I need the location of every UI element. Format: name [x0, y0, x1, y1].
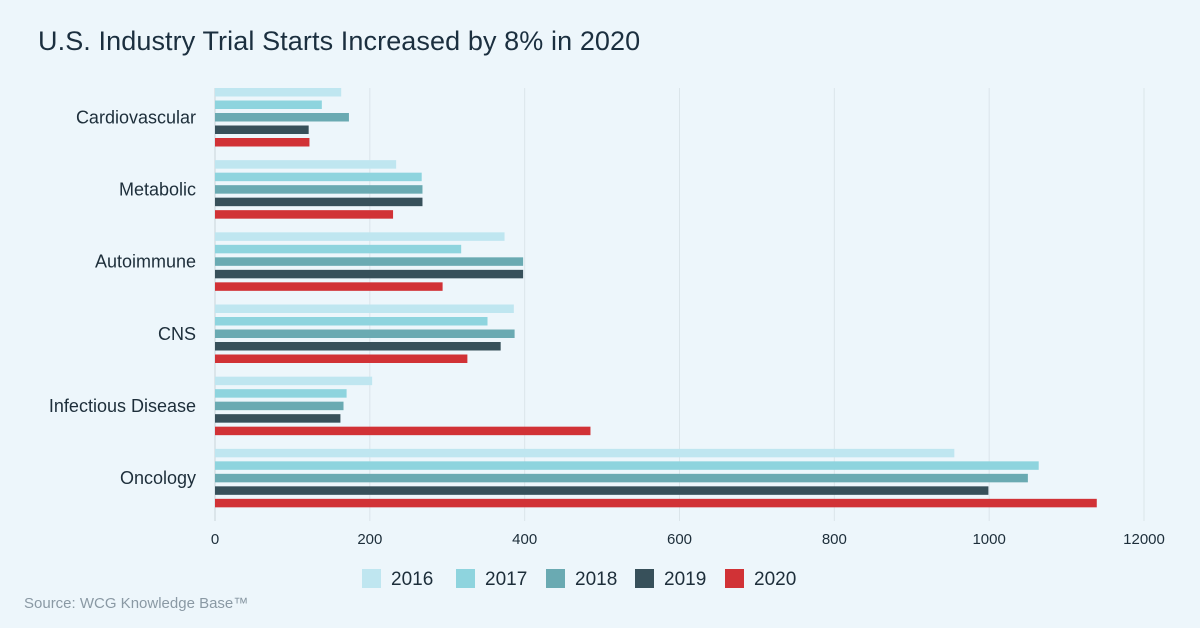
- legend-label: 2017: [485, 569, 527, 590]
- bar-2016: [215, 88, 342, 97]
- x-axis-ticks: 0 200 400 600 800 1000 12000: [211, 531, 1165, 548]
- bar-2016: [215, 160, 397, 169]
- source-note: Source: WCG Knowledge Base™: [24, 595, 249, 612]
- x-tick-label: 1000: [972, 531, 1005, 548]
- x-tick-label: 800: [822, 531, 847, 548]
- category-label: Metabolic: [119, 179, 196, 199]
- x-tick-label: 12000: [1123, 531, 1165, 548]
- bar-2017: [215, 172, 422, 182]
- bar-2020: [215, 498, 1097, 508]
- category-label: Autoimmune: [95, 252, 196, 272]
- bar-2018: [215, 401, 344, 411]
- category-label: Cardiovascular: [76, 107, 196, 127]
- bar-2017: [215, 461, 1039, 470]
- bar-2020: [215, 210, 394, 219]
- bar-2017: [215, 317, 488, 326]
- legend-label: 2020: [754, 569, 796, 590]
- x-tick-label: 600: [667, 531, 692, 548]
- bar-2019: [215, 486, 989, 495]
- legend-swatch-2019: [635, 569, 654, 588]
- bar-2018: [215, 113, 349, 122]
- legend-swatch-2016: [362, 569, 381, 588]
- legend-swatch-2018: [546, 569, 565, 588]
- category-labels: Cardiovascular Metabolic Autoimmune CNS Infe…: [49, 107, 196, 488]
- bar-2019: [215, 125, 309, 134]
- legend-swatch-2020: [725, 569, 744, 588]
- bar-2019: [215, 269, 524, 279]
- x-tick-label: 400: [512, 531, 537, 548]
- bars: [215, 88, 1097, 508]
- bar-2018: [215, 329, 515, 338]
- bar-2016: [215, 376, 373, 386]
- legend-label: 2016: [391, 569, 433, 590]
- legend-swatch-2017: [456, 569, 475, 588]
- bar-2018: [215, 473, 1028, 483]
- bar-2019: [215, 414, 341, 423]
- x-tick-label: 200: [357, 531, 382, 548]
- category-label: CNS: [158, 324, 196, 344]
- legend-label: 2018: [575, 569, 617, 590]
- bar-2020: [215, 138, 310, 147]
- chart-title: U.S. Industry Trial Starts Increased by …: [38, 26, 641, 56]
- bar-2020: [215, 282, 443, 291]
- category-label: Infectious Disease: [49, 396, 196, 416]
- x-tick-label: 0: [211, 531, 219, 548]
- bar-2019: [215, 342, 501, 351]
- legend-label: 2019: [664, 569, 706, 590]
- bar-2017: [215, 100, 322, 109]
- bar-2020: [215, 426, 591, 436]
- bar-2018: [215, 257, 524, 266]
- bar-2019: [215, 197, 423, 207]
- bar-2018: [215, 185, 423, 194]
- bar-2017: [215, 244, 462, 254]
- bar-2016: [215, 448, 955, 458]
- bar-2017: [215, 389, 347, 398]
- legend: 2016 2017 2018 2019 2020: [362, 569, 796, 590]
- bar-2016: [215, 232, 505, 241]
- bar-2016: [215, 304, 514, 313]
- category-label: Oncology: [120, 468, 196, 488]
- bar-2020: [215, 354, 468, 363]
